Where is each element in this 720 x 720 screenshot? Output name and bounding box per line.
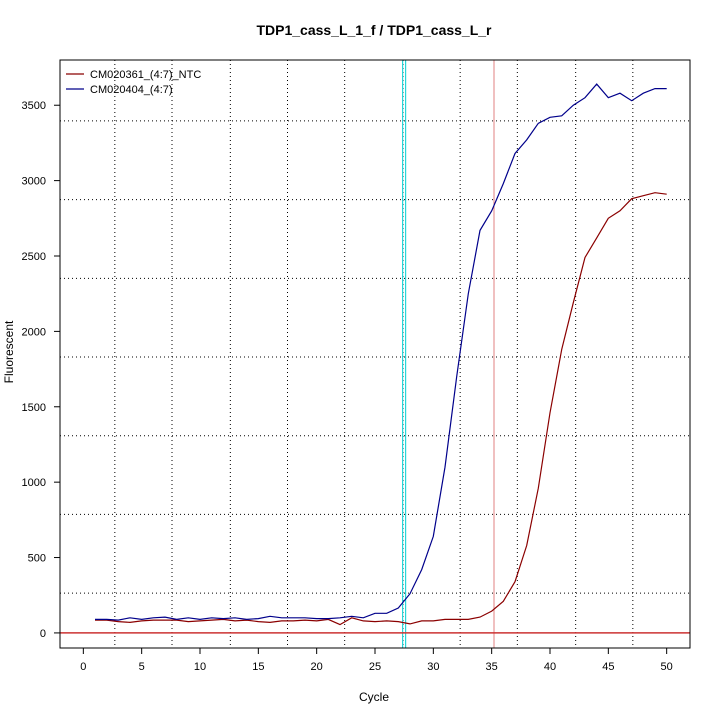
grid-layer <box>60 60 690 648</box>
x-tick-label: 30 <box>427 661 439 673</box>
x-tick-label: 35 <box>486 661 498 673</box>
legend: CM020361_(4:7)_NTC CM020404_(4:7) <box>66 69 201 96</box>
x-tick-label: 15 <box>252 661 264 673</box>
y-axis: 0 500 1000 1500 2000 2500 3000 3500 <box>22 100 60 640</box>
x-tick-label: 50 <box>661 661 673 673</box>
x-tick-label: 0 <box>80 661 86 673</box>
series-layer <box>95 83 667 626</box>
vertical-marker-layer <box>60 60 690 648</box>
x-tick-label: 5 <box>139 661 145 673</box>
x-tick-label: 10 <box>194 661 206 673</box>
y-tick-label: 500 <box>28 553 46 565</box>
y-tick-label: 2500 <box>22 251 46 263</box>
y-tick-label: 0 <box>40 628 46 640</box>
legend-label: CM020404_(4:7) <box>90 84 173 96</box>
y-tick-label: 3000 <box>22 176 46 188</box>
x-axis-label: Cycle <box>359 690 389 704</box>
x-axis: 0 5 10 15 20 25 30 35 40 45 50 <box>80 648 673 673</box>
y-tick-label: 2000 <box>22 326 46 338</box>
series-line <box>95 83 667 621</box>
y-tick-label: 1500 <box>22 402 46 414</box>
x-tick-label: 40 <box>544 661 556 673</box>
y-tick-label: 1000 <box>22 477 46 489</box>
x-tick-label: 25 <box>369 661 381 673</box>
legend-label: CM020361_(4:7)_NTC <box>90 69 201 81</box>
x-tick-label: 45 <box>602 661 614 673</box>
series-line <box>95 192 667 626</box>
x-tick-label: 20 <box>311 661 323 673</box>
chart-title: TDP1_cass_L_1_f / TDP1_cass_L_r <box>256 22 492 38</box>
y-axis-label: Fluorescent <box>2 320 16 383</box>
y-tick-label: 3500 <box>22 100 46 112</box>
